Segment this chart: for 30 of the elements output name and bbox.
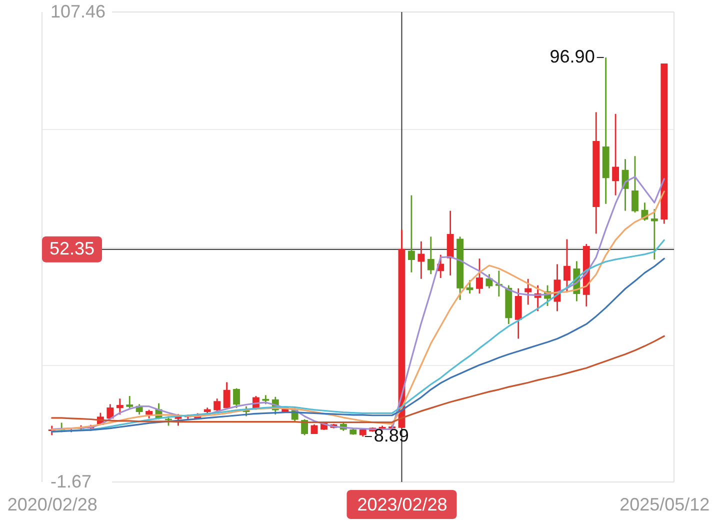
candlestick xyxy=(427,236,434,275)
y-tick-label: -1.67 xyxy=(50,472,92,492)
candlestick xyxy=(418,240,425,280)
candlestick xyxy=(310,424,318,434)
x-tick-label: 2023/02/28 xyxy=(357,494,448,514)
annotation: 96.90 xyxy=(550,46,595,66)
x-tick-label: 2025/05/12 xyxy=(620,494,710,514)
candlestick xyxy=(301,418,308,436)
candlestick xyxy=(563,238,570,292)
candlestick xyxy=(233,388,240,409)
x-tick-label: 2020/02/28 xyxy=(7,494,98,514)
candlestick xyxy=(408,194,415,274)
candlestick xyxy=(524,278,532,306)
candlestick xyxy=(514,288,522,340)
candlestick xyxy=(116,398,124,416)
candlestick xyxy=(223,382,230,409)
candlestick xyxy=(632,155,638,214)
candlestick xyxy=(214,398,221,412)
candlestick xyxy=(466,279,474,294)
candlestick xyxy=(126,395,134,409)
candlestick xyxy=(262,394,270,405)
candlestick xyxy=(612,113,620,196)
candlestick xyxy=(106,403,114,420)
candlestick xyxy=(476,258,483,294)
ref-line-label: 52.35 xyxy=(49,238,95,258)
line-series xyxy=(51,335,665,424)
candlestick xyxy=(650,208,658,260)
candlestick xyxy=(486,273,493,290)
candlestick xyxy=(446,210,454,276)
y-tick-label: 107.46 xyxy=(50,2,106,22)
